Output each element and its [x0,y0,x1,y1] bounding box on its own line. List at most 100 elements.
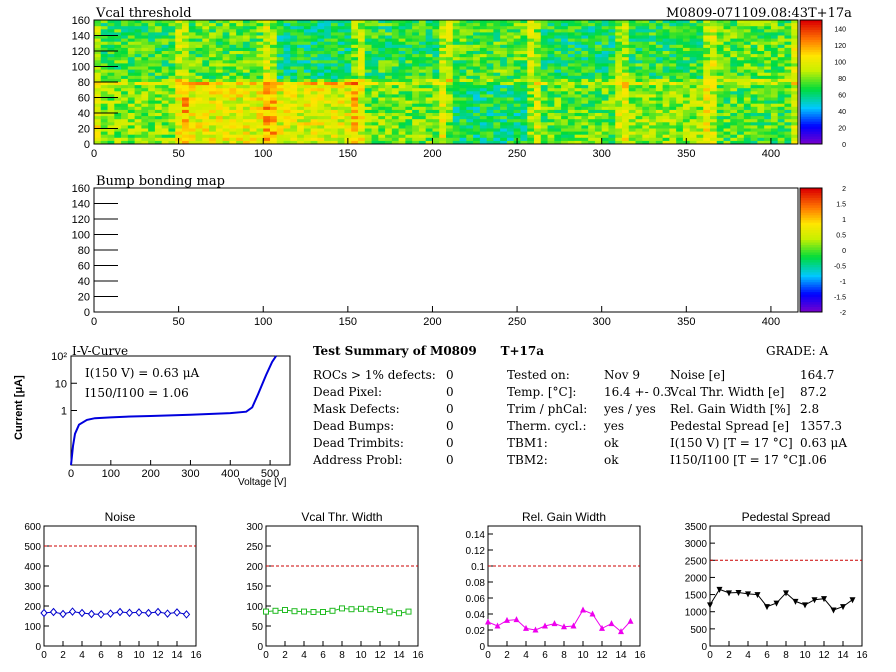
pedestal-spread-xtick-label: 12 [818,650,830,661]
vcal-xtick-label: 150 [339,148,357,160]
iv-title: I-V-Curve [72,344,129,358]
bump-ytick-label: 140 [72,199,90,211]
bump-xtick-label: 200 [423,316,441,328]
noise-point [182,610,191,619]
gain-width-ytick-label: 0.06 [466,594,486,605]
vcal-ytick-label: 140 [72,31,90,43]
iv-xtick-label: 400 [221,468,239,480]
summary-right-value: 164.7 [800,368,835,382]
vcal-width-xtick-label: 2 [282,650,288,661]
summary-mid-value: 16.4 +- 0.3 [604,385,672,399]
vcal-xtick-label: 50 [172,148,184,160]
vcal-width-point [405,608,412,615]
noise-ytick-label: 100 [24,622,41,633]
vcal-ytick-label: 20 [78,124,90,136]
summary-right-label: Rel. Gain Width [%] [670,402,791,416]
vcal-width-point [396,610,402,617]
pedestal-spread-point [783,590,789,597]
gain-width-xtick-label: 8 [561,650,567,661]
vcal-palette-label: 120 [834,43,846,50]
summary-mid-value: Nov 9 [604,368,640,382]
iv-xlabel: Voltage [V] [238,477,287,488]
noise-xtick-label: 0 [41,650,47,661]
iv-xtick-label: 200 [141,468,159,480]
pedestal-spread-point [764,604,770,611]
gain-width-ytick-label: 0.02 [466,626,486,637]
summary-right-value: 87.2 [800,385,827,399]
test-summary: Test Summary of M0809 T+17a [313,344,544,358]
bump-xtick-label: 250 [508,316,526,328]
noise-xtick-label: 14 [171,650,183,661]
noise-xtick-label: 6 [98,650,104,661]
vcal-map-title: Vcal threshold [96,6,192,21]
bump-map-title: Bump bonding map [96,174,225,189]
noise-point [135,608,143,617]
summary-mid-value: ok [604,453,619,467]
noise-point [87,609,96,619]
vcal-palette-label: 60 [838,92,846,99]
noise-point [106,609,115,618]
pedestal-spread-point [811,597,818,604]
gain-width-ytick-label: 0.12 [466,546,486,557]
pedestal-spread-point [716,586,723,593]
pedestal-spread-ytick-label: 1500 [685,591,708,602]
gain-width-point [589,610,596,617]
vcal-ytick-label: 100 [72,62,90,74]
pedestal-spread-ytick-label: 3500 [685,522,708,533]
iv-annotation-current: I(150 V) = 0.63 μA [85,366,200,380]
pedestal-spread-point [707,602,713,609]
noise-point [49,607,58,617]
vcal-width-xtick-label: 0 [263,650,269,661]
bump-xtick-label: 50 [172,316,184,328]
noise-xtick-label: 10 [133,650,145,661]
pedestal-spread-point [792,598,799,605]
vcal-xtick-label: 100 [254,148,272,160]
pedestal-spread-point [830,607,837,614]
vcal-ytick-label: 120 [72,46,90,58]
pedestal-spread-xtick-label: 0 [707,650,713,661]
summary-right-label: Noise [e] [670,368,726,382]
pedestal-spread-point [754,592,761,599]
gain-width-point [627,617,634,624]
summary-right-label: I150/I100 [T = 17 °C] [670,453,803,467]
summary-left-value: 0 [446,385,454,399]
gain-width-xtick-label: 14 [615,650,627,661]
bump-ytick-label: 0 [84,307,90,319]
vcal-xtick-label: 250 [508,148,526,160]
module-tag: M0809-071109.08:43T+17a [666,6,852,21]
gain-width-ytick-label: 0.1 [471,562,485,573]
gain-width-xtick-label: 2 [504,650,510,661]
gain-width-xtick-label: 0 [485,650,491,661]
vcal-threshold-map: 0 50 100 150 200 250 300 350 4000204060801001201… [72,15,846,160]
vcal-ytick-label: 40 [78,108,90,120]
gain-width-xtick-label: 10 [577,650,589,661]
vcal-width-xtick-label: 4 [301,650,307,661]
noise-point [68,607,77,616]
iv-xtick-label: 0 [68,468,74,480]
bump-ytick-label: 40 [78,276,90,288]
noise-ytick-label: 600 [24,522,41,533]
vcal-width-point [291,608,298,615]
pedestal-spread-ytick-label: 3000 [685,539,708,550]
pedestal-spread-point [821,596,827,603]
vcal-ytick-label: 60 [78,93,90,105]
pedestal-spread-xtick-label: 8 [783,650,789,661]
gain-width-point [551,620,558,627]
vcal-xtick-label: 350 [677,148,695,160]
bump-palette-label: -1.5 [834,295,846,302]
noise-point [144,608,153,618]
bump-palette-label: 0 [842,248,846,255]
bump-ytick-label: 160 [72,183,90,195]
vcal-width-point [263,608,269,615]
bump-ytick-label: 80 [78,245,90,257]
pedestal-spread-ytick-label: 500 [690,625,707,636]
bump-palette-label: -0.5 [834,264,846,271]
vcal-width-point [310,609,317,615]
iv-curve-plot: 0 100 200 300 400 500 10² 10 1 Current [μA] Volt… [13,351,291,488]
summary-left-value: 0 [446,368,454,382]
iv-annotation-ratio: I150/I100 = 1.06 [85,386,189,400]
vcal-width-point [320,609,326,615]
summary-mid-label: TBM2: [507,453,548,467]
bump-palette-label: 0.5 [836,233,846,240]
gain-width-point [494,622,501,629]
